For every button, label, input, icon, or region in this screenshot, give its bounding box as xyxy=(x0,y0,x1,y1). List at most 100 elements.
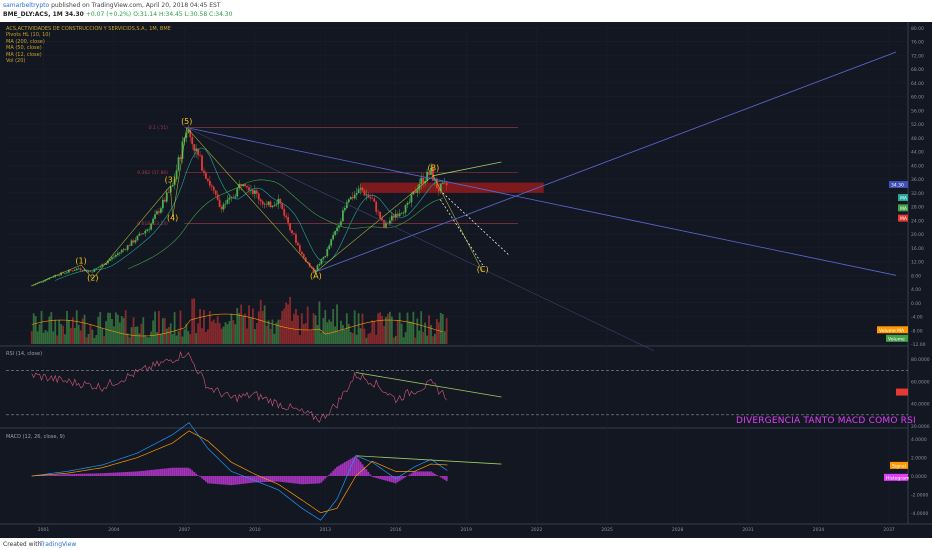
macd-histogram-bar xyxy=(113,472,115,476)
rsi-label[interactable]: RSI (14, close) xyxy=(6,351,43,357)
volume-bar xyxy=(439,312,442,344)
macd-histogram-bar xyxy=(244,476,246,484)
volume-bar xyxy=(383,326,385,344)
volume-bar xyxy=(408,321,411,344)
candle-body xyxy=(101,264,104,267)
macd-histogram-bar xyxy=(163,468,166,476)
elliott-wave-path xyxy=(31,126,483,286)
volume-bar xyxy=(73,327,76,344)
candle-body xyxy=(71,270,74,272)
macd-histogram-bar xyxy=(267,476,270,482)
macd-histogram-bar xyxy=(154,469,156,476)
volume-bar xyxy=(58,319,61,344)
volume-bar xyxy=(132,317,135,344)
candle-body xyxy=(416,189,419,193)
tradingview-brand[interactable]: TradingView xyxy=(40,541,77,548)
macd-histogram-bar xyxy=(271,476,274,482)
fib-level-label: 0.618 (23.14) xyxy=(137,221,168,227)
candle-body xyxy=(291,230,293,234)
price-tick-label: 48.00 xyxy=(911,136,924,142)
volume-bar xyxy=(169,323,172,344)
candle-body xyxy=(122,249,125,251)
macd-histogram-bar xyxy=(210,476,213,484)
macd-histogram-bar xyxy=(130,471,133,476)
volume-bar xyxy=(324,310,327,344)
legend-item[interactable]: Vol (20) xyxy=(6,58,26,65)
candle-body xyxy=(367,194,370,198)
author-link[interactable]: samarbeltrypto xyxy=(3,2,50,9)
macd-histogram-bar xyxy=(83,473,86,476)
volume-bar xyxy=(437,322,440,344)
candle-body xyxy=(44,279,47,282)
candle-body xyxy=(236,188,239,197)
wave-label: (2) xyxy=(87,273,98,282)
candle-body xyxy=(295,234,297,243)
candle-body xyxy=(160,208,162,213)
macd-histogram-bar xyxy=(336,466,338,476)
candle-body xyxy=(263,203,266,205)
chart-area[interactable]: 80.00 76.00 72.00 68.00 64.00 60.00 56.00 52.00… xyxy=(0,22,932,538)
candle-body xyxy=(328,245,331,249)
volume-bar xyxy=(246,328,248,344)
macd-histogram-bar xyxy=(377,476,380,479)
volume-bar xyxy=(161,318,164,344)
candle-body xyxy=(154,214,156,219)
candle-body xyxy=(83,269,86,271)
candle-body xyxy=(158,211,160,213)
volume-bar xyxy=(387,313,389,344)
macd-histogram-bar xyxy=(363,466,366,476)
candle-body xyxy=(113,256,115,258)
volume-ma-line xyxy=(31,313,443,337)
macd-histogram-bar xyxy=(197,475,199,476)
volume-bar xyxy=(185,323,188,344)
candle-body xyxy=(259,199,262,202)
volume-bar xyxy=(234,324,237,344)
rsi-line xyxy=(31,350,447,423)
macd-histogram-bar xyxy=(251,476,254,483)
macd-histogram-bar xyxy=(208,476,211,484)
candle-body xyxy=(273,205,276,206)
candle-body xyxy=(206,178,209,181)
price-tag-text: 34.30 xyxy=(891,182,904,188)
macd-histogram-bar xyxy=(140,470,143,476)
volume-bar xyxy=(111,319,113,344)
wave-label: (3) xyxy=(165,176,176,185)
volume-bar xyxy=(89,324,92,344)
legend-item[interactable]: MA (50, close) xyxy=(6,45,42,52)
volume-bar xyxy=(191,298,194,344)
candle-body xyxy=(298,245,301,252)
volume-bar xyxy=(124,310,127,344)
price-value: 34.30 xyxy=(64,11,84,18)
macd-histogram-bar xyxy=(114,472,117,476)
volume-bar xyxy=(310,330,313,344)
candle-body xyxy=(371,198,374,199)
volume-bar xyxy=(208,311,211,344)
macd-histogram-bar xyxy=(302,476,305,485)
macd-label[interactable]: MACD (12, 26, close, 9) xyxy=(6,434,65,440)
volume-bar xyxy=(424,322,427,344)
macd-histogram-bar xyxy=(222,476,225,485)
volume-bar xyxy=(416,318,419,344)
macd-histogram-bar xyxy=(432,472,434,476)
candle-body xyxy=(203,170,205,173)
candle-body xyxy=(116,253,119,255)
volume-bar xyxy=(232,320,235,344)
candle-body xyxy=(246,186,248,188)
volume-bar xyxy=(406,312,409,344)
volume-bar xyxy=(238,313,241,344)
macd-histogram-bar xyxy=(367,471,370,476)
candle-body xyxy=(185,132,188,138)
legend-item[interactable]: Pivots HL (10, 10) xyxy=(6,32,51,39)
macd-histogram-bar xyxy=(298,476,301,485)
candle-body xyxy=(228,197,231,200)
volume-bar xyxy=(34,316,37,344)
macd-histogram-bar xyxy=(199,476,201,477)
macd-histogram-bar xyxy=(441,476,444,479)
volume-bar xyxy=(349,332,352,344)
volume-bar xyxy=(377,313,380,344)
legend-item[interactable]: MA (200, close) xyxy=(6,38,45,45)
volume-bar xyxy=(443,331,446,344)
legend-item[interactable]: MA (12, close) xyxy=(6,51,42,58)
macd-histogram-bar xyxy=(124,472,127,476)
macd-histogram-bar xyxy=(285,476,288,483)
